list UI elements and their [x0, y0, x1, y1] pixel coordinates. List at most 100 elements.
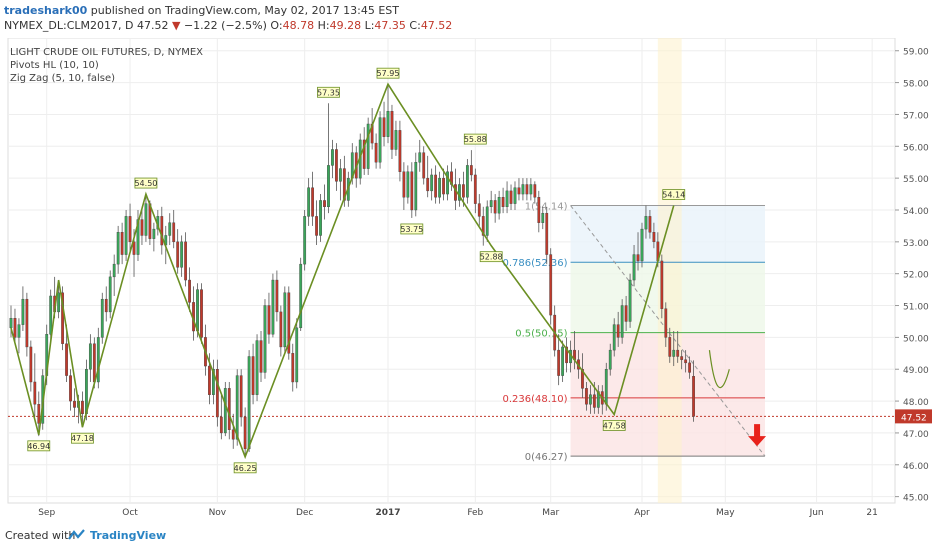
candle-body: [200, 289, 203, 338]
highlight-band: [657, 38, 682, 503]
candle-body: [140, 219, 144, 236]
pivot-label-text: 57.95: [377, 69, 400, 78]
candle: [311, 171, 314, 226]
candle-body: [112, 263, 116, 278]
candle-body: [493, 200, 497, 214]
down-arrow-icon: [748, 424, 767, 447]
candle: [239, 369, 243, 427]
candle: [287, 286, 291, 360]
chart-header: tradeshark00 published on TradingView.co…: [0, 0, 932, 38]
candle-body: [422, 152, 426, 179]
candle-body: [620, 305, 624, 338]
candle: [390, 104, 394, 160]
candle-body: [589, 394, 592, 405]
candle: [497, 190, 501, 220]
candle-body: [120, 232, 124, 255]
candle: [212, 359, 215, 405]
candle-body: [410, 171, 414, 211]
pivot-label: 47.18: [71, 432, 94, 444]
candle-body: [632, 254, 636, 281]
x-tick-label: Apr: [634, 508, 650, 518]
candle-body: [414, 162, 418, 211]
candle-body: [108, 276, 112, 313]
candle-body: [303, 216, 307, 265]
candle-body: [88, 343, 92, 370]
candle-body: [219, 416, 223, 434]
candle-body: [497, 197, 501, 214]
price-chart[interactable]: 45.00 46.00 47.00 48.00 49.00 50.00 51.00 52.00…: [0, 37, 932, 520]
fib-level-label: 0(46.27): [525, 452, 568, 463]
candle: [406, 165, 410, 204]
last-price-label: 47.52: [137, 19, 169, 32]
pivot-label-text: 54.14: [662, 191, 685, 200]
pivot-label-text: 55.88: [464, 135, 487, 144]
published-text: published on TradingView.com, May 02, 20…: [90, 4, 399, 17]
zigzag-indicator-label[interactable]: Zig Zag (5, 10, false): [10, 73, 116, 84]
candle: [505, 181, 509, 214]
candle-body: [616, 324, 620, 338]
candle-body: [684, 359, 688, 364]
candle-body: [307, 187, 311, 217]
candle: [172, 209, 176, 249]
candle-body: [541, 212, 545, 223]
candle: [652, 222, 656, 249]
pivot-label-box: [233, 462, 257, 474]
candle: [442, 168, 445, 201]
pivot-label-text: 46.94: [27, 442, 50, 451]
candle-body: [462, 184, 465, 198]
candle-body: [434, 174, 438, 198]
pivot-label-text: 52.88: [480, 253, 503, 262]
candle: [223, 381, 227, 437]
candle-body: [57, 292, 61, 313]
candle: [227, 381, 231, 440]
candle: [168, 213, 172, 246]
low-key: L:: [364, 19, 375, 32]
x-tick-label: Mar: [542, 508, 559, 518]
candle-body: [13, 318, 17, 338]
pivots-indicator-label[interactable]: Pivots HL (10, 10): [10, 60, 99, 71]
candle-body: [648, 216, 652, 233]
candle-body: [104, 298, 108, 313]
candle: [338, 159, 342, 201]
pivot-label-box: [602, 420, 626, 431]
candle-body: [73, 400, 76, 408]
candle: [608, 343, 612, 376]
fib-level-label: 0.5(50.15): [515, 329, 567, 340]
candle: [509, 184, 513, 210]
candle: [585, 381, 588, 411]
candle: [684, 350, 688, 373]
candle-body: [81, 400, 84, 415]
candle-body: [426, 177, 430, 192]
candle: [692, 360, 695, 422]
y-tick-label: 49.00: [903, 366, 929, 376]
candle: [247, 350, 251, 453]
candle-body: [406, 171, 410, 198]
candle-body: [676, 349, 680, 357]
candle: [29, 340, 33, 392]
candle: [676, 331, 680, 363]
y-tick-label: 57.00: [903, 111, 929, 121]
candle-body: [96, 337, 100, 383]
candle: [69, 369, 72, 411]
candle: [215, 359, 219, 427]
candle: [422, 146, 426, 185]
candle: [96, 327, 100, 389]
candle-body: [255, 340, 259, 395]
candle-body: [212, 369, 215, 395]
chart-svg[interactable]: 45.00 46.00 47.00 48.00 49.00 50.00 51.00 52.00…: [0, 37, 932, 520]
candle: [267, 292, 271, 344]
y-tick-label: 52.00: [903, 271, 929, 281]
candle: [33, 353, 37, 418]
candle: [430, 168, 434, 201]
candle-body: [279, 311, 283, 348]
author-name[interactable]: tradeshark00: [4, 4, 88, 17]
candle: [283, 286, 287, 354]
pivot-label-text: 47.58: [603, 421, 626, 430]
candle-body: [489, 200, 493, 208]
candle: [243, 407, 247, 457]
candle: [533, 181, 537, 204]
pivot-label: 57.95: [377, 67, 400, 79]
tradingview-brand[interactable]: TradingView: [90, 529, 167, 542]
candle-body: [227, 388, 231, 430]
candle: [640, 222, 644, 268]
